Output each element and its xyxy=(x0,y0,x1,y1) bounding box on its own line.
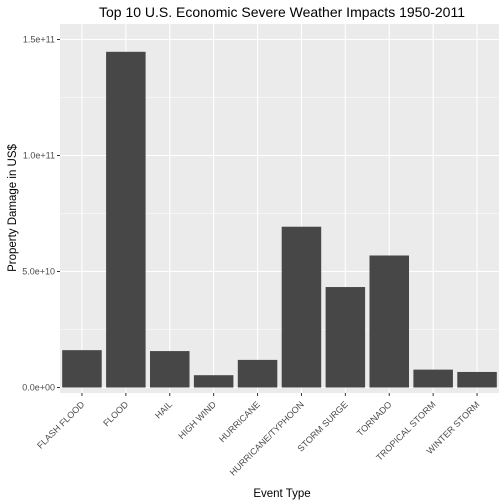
bar xyxy=(413,369,453,388)
bar xyxy=(281,226,322,388)
bar xyxy=(369,255,410,388)
x-tick-label: HURRICANE/TYPHOON xyxy=(228,399,306,477)
x-axis: FLASH FLOOD FLOOD HAIL HIGH WINDHURRICANEHU… xyxy=(35,393,481,477)
x-tick-label: HURRICANE xyxy=(217,399,262,444)
y-tick-label: 0.0e+00 xyxy=(22,383,55,393)
x-tick-label: FLASH FLOOD xyxy=(35,399,87,451)
chart-title: Top 10 U.S. Economic Severe Weather Impa… xyxy=(99,4,465,20)
y-axis-title: Property Damage in US$ xyxy=(7,143,19,271)
x-tick-label: TORNADO xyxy=(355,399,394,438)
y-tick-label: 1.5e+11 xyxy=(23,35,55,45)
x-axis-title: Event Type xyxy=(253,488,310,500)
y-axis: 0.0e+00 5.0e+10 1.0e+11 1.5e+11 xyxy=(22,35,60,393)
bar xyxy=(193,375,234,388)
bar xyxy=(62,350,102,388)
bar xyxy=(149,351,190,388)
bar xyxy=(106,51,146,388)
x-tick-label: HAIL xyxy=(153,399,174,420)
x-tick-label: FLOOD xyxy=(101,399,130,428)
y-tick-label: 1.0e+11 xyxy=(23,151,55,161)
bar xyxy=(457,371,497,388)
bar xyxy=(325,287,366,388)
y-tick-label: 5.0e+10 xyxy=(22,267,55,277)
bars xyxy=(62,51,497,388)
x-tick-label: HIGH WIND xyxy=(176,399,218,441)
bar xyxy=(237,359,278,388)
